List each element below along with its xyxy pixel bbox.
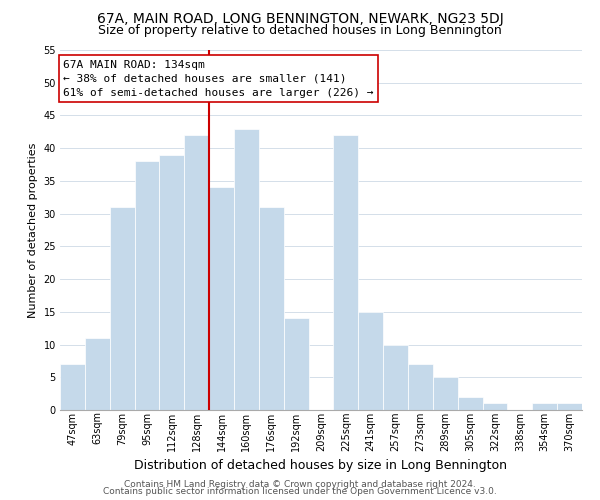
Y-axis label: Number of detached properties: Number of detached properties bbox=[28, 142, 38, 318]
Text: 67A, MAIN ROAD, LONG BENNINGTON, NEWARK, NG23 5DJ: 67A, MAIN ROAD, LONG BENNINGTON, NEWARK,… bbox=[97, 12, 503, 26]
Bar bbox=[458, 397, 482, 410]
Text: Contains public sector information licensed under the Open Government Licence v3: Contains public sector information licen… bbox=[103, 487, 497, 496]
Bar bbox=[532, 404, 557, 410]
Bar bbox=[234, 128, 259, 410]
Bar bbox=[358, 312, 383, 410]
Text: Contains HM Land Registry data © Crown copyright and database right 2024.: Contains HM Land Registry data © Crown c… bbox=[124, 480, 476, 489]
Bar bbox=[482, 404, 508, 410]
X-axis label: Distribution of detached houses by size in Long Bennington: Distribution of detached houses by size … bbox=[134, 459, 508, 472]
Bar bbox=[209, 188, 234, 410]
Bar bbox=[557, 404, 582, 410]
Bar bbox=[110, 207, 134, 410]
Text: Size of property relative to detached houses in Long Bennington: Size of property relative to detached ho… bbox=[98, 24, 502, 37]
Bar bbox=[184, 135, 209, 410]
Bar bbox=[85, 338, 110, 410]
Bar bbox=[284, 318, 308, 410]
Bar bbox=[134, 162, 160, 410]
Bar bbox=[433, 378, 458, 410]
Bar bbox=[383, 344, 408, 410]
Text: 67A MAIN ROAD: 134sqm
← 38% of detached houses are smaller (141)
61% of semi-det: 67A MAIN ROAD: 134sqm ← 38% of detached … bbox=[63, 60, 373, 98]
Bar bbox=[408, 364, 433, 410]
Bar bbox=[60, 364, 85, 410]
Bar bbox=[334, 135, 358, 410]
Bar bbox=[259, 207, 284, 410]
Bar bbox=[160, 154, 184, 410]
